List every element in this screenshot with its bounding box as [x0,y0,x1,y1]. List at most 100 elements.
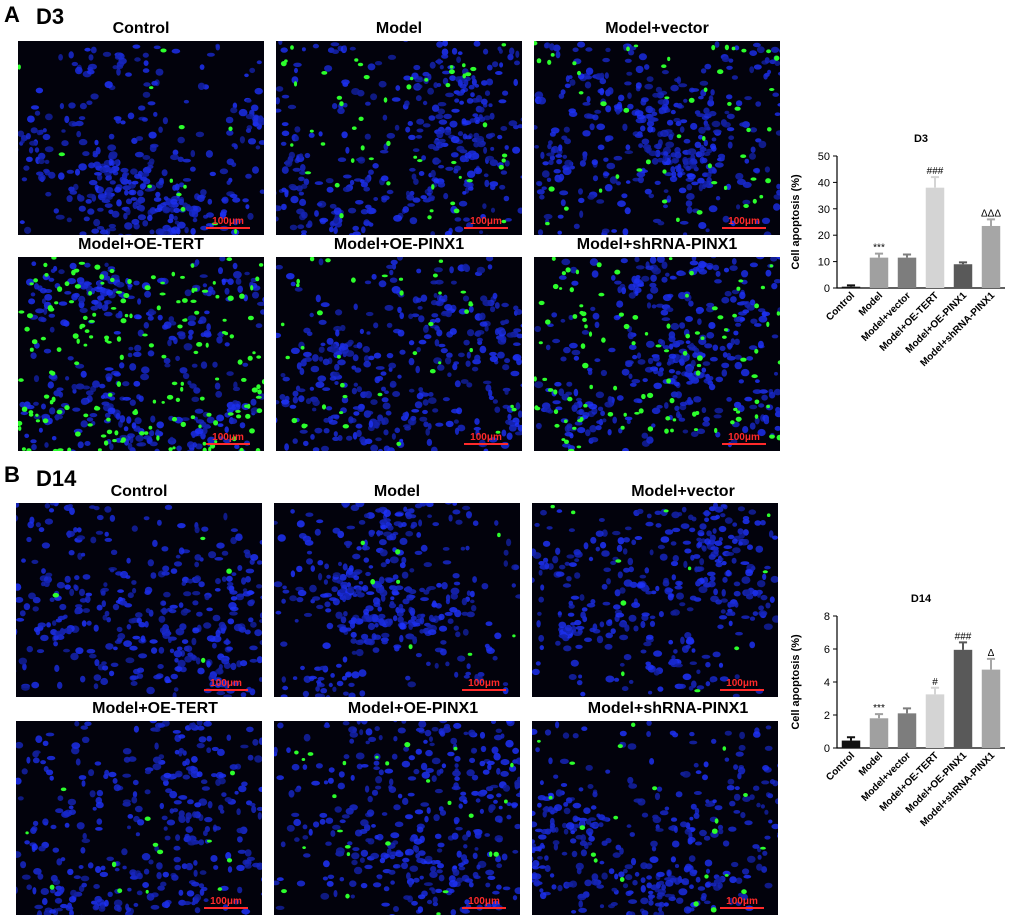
apoptotic-cells-layer [25,770,235,894]
bar-model-oe-tert [925,187,945,288]
nuclei-layer [276,257,522,451]
b-micrograph-control: 100μm [16,503,262,697]
scale-bar: 100μm [720,678,764,691]
micrograph-canvas [16,721,262,915]
scale-bar-label: 100μm [470,216,502,227]
significance-mark: *** [873,243,885,254]
bar-control [841,740,861,748]
a-title-oe-tert: Model+OE-TERT [78,236,204,253]
error-bar [958,261,968,265]
nuclei-layer [16,721,262,915]
error-bar [874,252,884,258]
apoptotic-cells-layer [550,504,771,693]
nuclei-layer [16,503,262,697]
apoptotic-cells-layer [360,532,516,656]
micrograph-canvas [18,257,264,451]
y-axis-label: Cell apoptosis (%) [790,634,802,730]
a-title-shrna-pinx1: Model+shRNA-PINX1 [576,236,738,253]
b-micrograph-oe-tert: 100μm [16,721,262,915]
a-title-model: Model [375,20,423,37]
b-title-control: Control [110,483,168,500]
b-micrograph-model: 100μm [274,503,520,697]
scale-bar: 100μm [204,896,248,909]
error-bar [846,736,856,741]
nuclei-layer [274,721,520,915]
micrograph-canvas [16,503,262,697]
a-title-model-vector: Model+vector [605,20,709,37]
chart-svg: D3 Cell apoptosis (%) 0 10 20 30 40 50 Control **… [790,133,1005,369]
a-micrograph-oe-tert: 100μm [18,257,264,451]
micrograph-canvas [18,43,264,235]
b-micrograph-oe-pinx1: 100μm [274,721,520,915]
y-axis-label: Cell apoptosis (%) [790,174,802,270]
a-micrograph-oe-pinx1: 100μm [276,257,522,451]
y-tick-label: 0 [824,283,830,295]
panel-b-day-label: D14 [36,466,77,491]
y-tick-label: 6 [824,644,830,656]
nuclei-layer [274,503,520,697]
a-title-control: Control [112,20,170,37]
apoptotic-cells-layer [534,41,780,226]
y-tick-label: 40 [818,177,830,189]
scale-bar-label: 100μm [470,432,502,443]
error-bar [846,284,856,287]
scale-bar-label: 100μm [210,896,242,907]
b-title-oe-pinx1: Model+OE-PINX1 [347,700,479,717]
y-tick-label: 0 [824,743,830,755]
apoptotic-cells-layer [52,536,232,663]
scale-bar-label: 100μm [212,216,244,227]
apoptotic-cells-layer [18,257,264,451]
bar-model [869,257,889,288]
apoptotic-cells-layer [18,48,238,235]
significance-mark: ΔΔΔ [981,208,1001,219]
a-title-oe-pinx1: Model+OE-PINX1 [333,236,465,253]
scale-bar-label: 100μm [726,678,758,689]
scale-bar: 100μm [462,678,506,691]
error-bar [958,641,968,650]
significance-mark: # [932,677,938,688]
micrograph-canvas [276,41,522,235]
bar-model-vector [897,257,917,288]
micrograph-canvas [532,721,778,915]
significance-mark: Δ [988,648,995,659]
panel-a-day-label: D3 [36,4,65,29]
scale-bar: 100μm [462,896,506,909]
y-tick-label: 10 [818,257,830,269]
micrograph-canvas [532,503,778,697]
error-bar [986,218,996,226]
nuclei-layer [534,41,780,235]
bar-model-vector [897,713,917,748]
scale-bar-label: 100μm [210,678,242,689]
scale-bar: 100μm [204,678,248,691]
error-bar [930,686,940,695]
scale-bar: 100μm [722,432,766,445]
apoptotic-cells-layer [537,722,766,913]
nuclei-layer [276,41,522,235]
bar-model-shrna-pinx1 [981,225,1001,288]
a-micrograph-control: 100μm [18,41,264,235]
micrograph-canvas [276,257,522,451]
significance-mark: ### [955,631,972,642]
chart-d14: D14 Cell apoptosis (%) 0 2 4 6 8 Control *** Mode… [785,588,1015,888]
b-title-oe-tert: Model+OE-TERT [92,700,218,717]
panel-letter-b: B [4,462,20,487]
scale-bar-label: 100μm [728,432,760,443]
micrograph-canvas [534,257,780,451]
apoptotic-cells-layer [280,257,517,446]
y-tick-label: 8 [824,611,830,623]
error-bar [986,657,996,670]
nuclei-layer [19,257,264,451]
b-micrograph-shrna-pinx1: 100μm [532,721,778,915]
nuclei-layer [534,257,780,451]
chart-svg: D14 Cell apoptosis (%) 0 2 4 6 8 Control *** Mode… [790,593,1005,829]
bar-model-oe-tert [925,694,945,748]
y-tick-label: 30 [818,204,830,216]
significance-mark: *** [873,703,885,714]
bar-model-oe-pinx1 [953,264,973,288]
micrograph-canvas [274,503,520,697]
scale-bar-label: 100μm [726,896,758,907]
bar-model-shrna-pinx1 [981,669,1001,748]
x-tick-label: Model+vector [860,750,914,804]
scale-bar-label: 100μm [728,216,760,227]
scale-bar: 100μm [206,216,250,229]
